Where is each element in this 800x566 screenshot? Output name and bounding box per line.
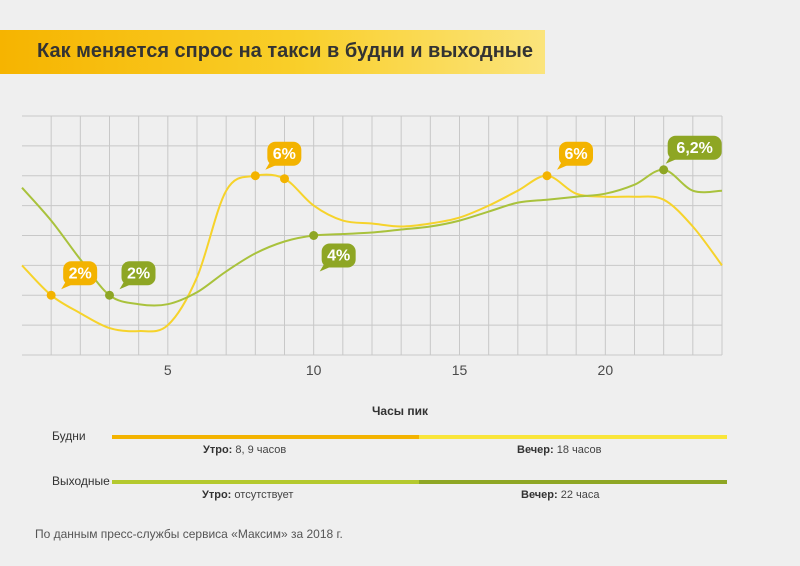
weekday-data-point: [542, 171, 552, 181]
weekends-label: Выходные: [52, 474, 110, 488]
bubble-label: 2%: [127, 265, 150, 282]
weekday-line: [21, 173, 723, 333]
x-tick-label: 5: [164, 362, 172, 378]
weekdays-evening-key: Вечер:: [517, 444, 554, 456]
weekdays-morning-value: 8, 9 часов: [232, 444, 287, 456]
x-tick-label: 20: [598, 362, 614, 378]
x-tick-label: 10: [306, 362, 322, 378]
weekends-evening-value: 22 часа: [557, 489, 600, 501]
weekends-morning-bar: [112, 480, 419, 484]
title-band: [0, 30, 545, 74]
weekdays-evening-bar: [419, 435, 727, 439]
weekday-data-point: [46, 290, 56, 300]
bubble-tail: [557, 159, 571, 170]
weekends-evening-caption: Вечер: 22 часа: [521, 489, 600, 501]
weekday-value-bubble: 6%: [265, 141, 302, 170]
chart-points: 2% 6% 6% 2% 4% 6,2%: [46, 135, 722, 300]
bubble-background: [321, 243, 356, 268]
bubble-tail: [319, 261, 334, 272]
bubble-label: 6%: [564, 146, 587, 163]
weekdays-morning-bar: [112, 435, 419, 439]
bubble-label: 2%: [69, 265, 92, 282]
weekdays-morning-key: Утро:: [203, 444, 233, 456]
weekends-morning-key: Утро:: [202, 489, 232, 501]
weekend-value-bubble: 4%: [319, 243, 356, 272]
weekends-evening-key: Вечер:: [521, 489, 558, 501]
bubble-background: [267, 141, 302, 166]
weekdays-evening-value: 18 часов: [553, 444, 602, 456]
weekend-data-point: [309, 231, 319, 240]
bubble-background: [667, 135, 722, 160]
weekend-data-point: [659, 165, 669, 175]
weekends-morning-caption: Утро: отсутствует: [202, 489, 293, 501]
bubble-background: [559, 141, 593, 166]
weekday-data-point: [250, 171, 260, 181]
weekend-line: [21, 168, 723, 307]
chart-lines: [21, 168, 723, 333]
weekday-data-point: [280, 174, 289, 184]
weekdays-evening-caption: Вечер: 18 часов: [517, 444, 601, 456]
x-tick-label: 15: [452, 362, 468, 378]
line-chart: 2% 6% 6% 2% 4% 6,2% 5 10 15 20: [21, 115, 723, 378]
weekday-value-bubble: 6%: [557, 141, 593, 170]
weekend-data-point: [105, 290, 114, 300]
x-axis-ticks: 5 10 15 20: [164, 362, 613, 378]
chart-title: Как меняется спрос на такси в будни и вы…: [37, 40, 533, 62]
chart-grid: [22, 115, 723, 356]
weekdays-label: Будни: [52, 429, 86, 443]
weekends-evening-bar: [419, 480, 727, 484]
weekday-value-bubble: 2%: [61, 261, 98, 290]
bubble-tail: [119, 279, 134, 290]
bubble-label: 6,2%: [676, 140, 712, 157]
peak-hours-title: Часы пик: [372, 404, 428, 418]
weekdays-morning-caption: Утро: 8, 9 часов: [203, 444, 286, 456]
weekends-morning-value: отсутствует: [231, 489, 294, 501]
bubble-background: [121, 261, 156, 286]
bubble-tail: [61, 279, 76, 290]
weekend-value-bubble: 6,2%: [665, 135, 722, 164]
bubble-label: 6%: [273, 146, 296, 163]
source-note: По данным пресс-службы сервиса «Максим» …: [35, 527, 343, 541]
bubble-background: [63, 261, 98, 286]
bubble-tail: [265, 159, 280, 170]
weekend-value-bubble: 2%: [119, 261, 156, 290]
bubble-tail: [665, 153, 680, 164]
bubble-label: 4%: [327, 248, 350, 265]
